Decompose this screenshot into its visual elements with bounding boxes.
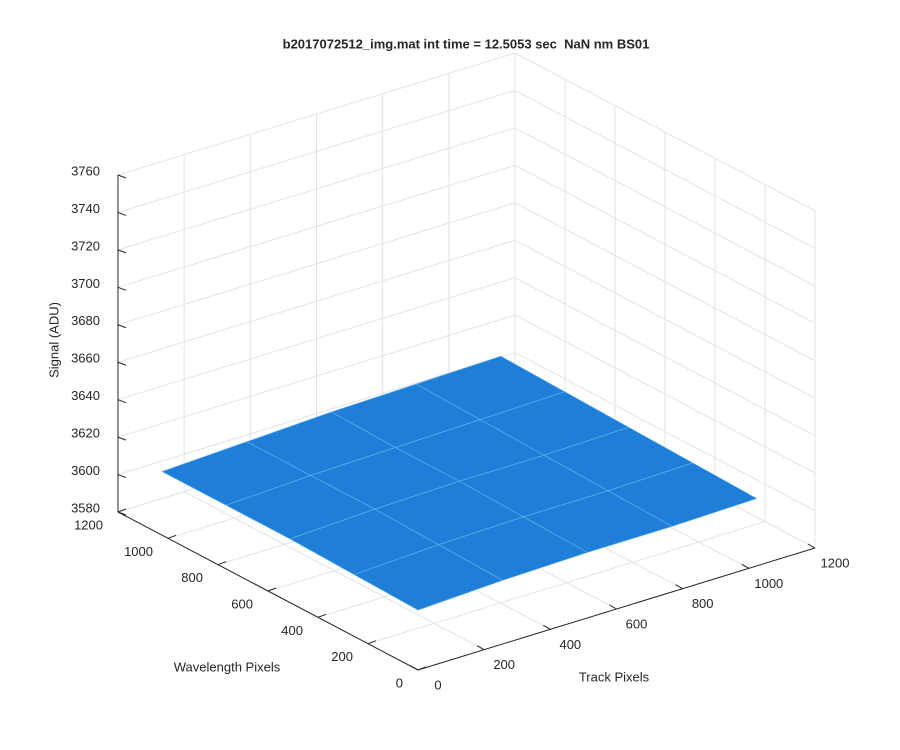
x-tick: [476, 645, 485, 651]
y-tick-label: 200: [331, 649, 353, 664]
z-tick-label: 3640: [71, 388, 100, 403]
z-tick-label: 3620: [71, 426, 100, 441]
grid-line: [117, 314, 516, 438]
x-tick: [675, 584, 683, 590]
grid-line: [514, 52, 816, 212]
y-tick-label: 0: [396, 675, 403, 690]
grid-line: [117, 127, 516, 251]
x-tick: [609, 604, 617, 610]
x-tick-label: 200: [493, 657, 515, 672]
grid-line: [117, 277, 516, 401]
z-tick: [117, 174, 127, 179]
grid-line: [514, 314, 816, 474]
z-tick-label: 3700: [71, 276, 100, 291]
grid-line: [514, 90, 816, 249]
y-tick-label: 400: [281, 623, 303, 638]
grid-line: [514, 127, 816, 287]
y-tick: [117, 508, 127, 513]
z-tick: [117, 324, 127, 329]
x-tick: [410, 665, 419, 671]
grid-line: [514, 202, 816, 362]
z-tick-label: 3760: [71, 163, 100, 178]
z-tick: [117, 361, 127, 366]
z-tick: [117, 211, 127, 216]
grid-line: [117, 352, 516, 476]
z-tick-label: 3580: [71, 500, 100, 515]
x-axis-label: Track Pixels: [579, 669, 650, 684]
chart-title: b2017072512_img.mat int time = 12.5053 s…: [283, 36, 650, 51]
grid-line: [514, 277, 816, 437]
y-tick: [417, 666, 427, 671]
z-tick-label: 3720: [71, 238, 100, 253]
x-tick-label: 800: [692, 596, 714, 611]
x-tick: [807, 543, 816, 549]
y-tick-label: 600: [231, 596, 253, 611]
z-tick: [117, 399, 127, 404]
z-tick: [117, 249, 127, 254]
y-tick-label: 1200: [74, 517, 103, 532]
z-tick-label: 3600: [71, 463, 100, 478]
z-tick: [117, 511, 127, 516]
y-axis-label: Wavelength Pixels: [174, 659, 281, 674]
y-tick: [317, 613, 327, 618]
grid-line: [117, 52, 516, 176]
grid-line: [117, 164, 516, 288]
x-tick: [543, 624, 551, 630]
z-tick: [117, 436, 127, 441]
grid-line: [514, 164, 816, 324]
z-axis-label: Signal (ADU): [46, 302, 61, 378]
grid-line: [117, 202, 516, 326]
grid-line: [117, 89, 516, 213]
y-tick: [267, 587, 277, 592]
grid-line: [117, 239, 516, 363]
y-tick-label: 800: [181, 570, 203, 585]
x-tick-label: 400: [559, 637, 581, 652]
y-tick: [167, 534, 177, 539]
x-tick-label: 1200: [821, 555, 850, 570]
grid-line: [514, 352, 816, 511]
z-tick: [117, 286, 127, 291]
z-tick-label: 3660: [71, 351, 100, 366]
z-tick-label: 3740: [71, 201, 100, 216]
grid-line: [367, 521, 766, 645]
y-tick: [217, 561, 227, 566]
surface-patch: [353, 544, 504, 611]
x-tick-label: 600: [626, 616, 648, 631]
z-tick-label: 3680: [71, 313, 100, 328]
y-tick: [367, 640, 377, 645]
x-tick: [741, 563, 750, 569]
x-tick-label: 0: [434, 677, 441, 692]
z-tick: [117, 474, 127, 479]
x-tick-label: 1000: [754, 576, 783, 591]
grid-line: [514, 239, 816, 399]
y-tick-label: 1000: [124, 544, 153, 559]
